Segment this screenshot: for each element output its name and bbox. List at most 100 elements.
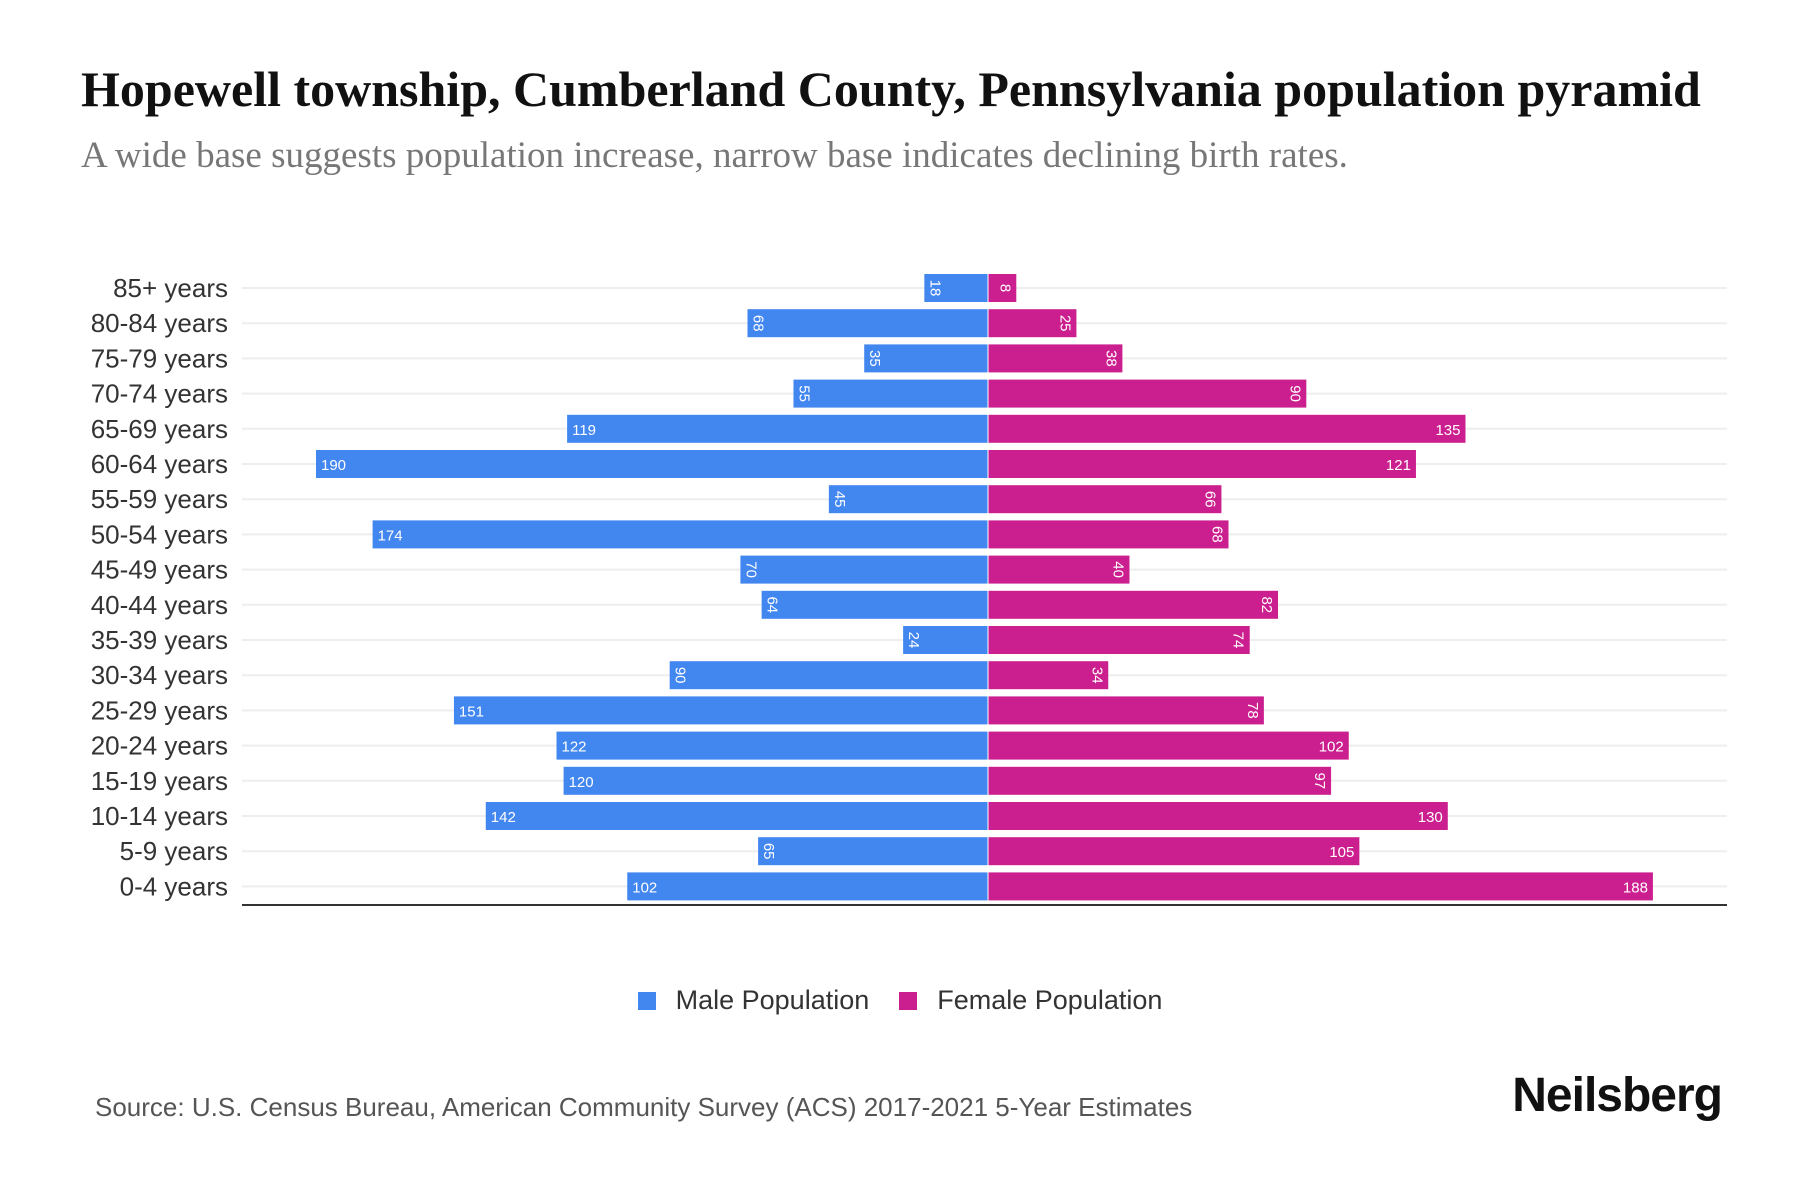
data-label-female: 97	[1311, 772, 1328, 789]
y-tick-label: 5-9 years	[120, 836, 228, 866]
neilsberg-logo: Neilsberg	[1512, 1069, 1723, 1122]
data-label-male: 64	[764, 596, 781, 613]
bar-male	[758, 837, 988, 866]
y-tick-label: 20-24 years	[91, 731, 228, 761]
bar-female	[988, 872, 1653, 901]
data-label-female: 38	[1102, 350, 1119, 367]
data-label-male: 55	[795, 385, 812, 402]
data-label-male: 35	[866, 350, 883, 367]
y-tick-label: 85+ years	[113, 273, 228, 303]
data-label-male: 68	[749, 315, 766, 332]
y-tick-label: 40-44 years	[91, 590, 228, 620]
bar-female	[988, 837, 1360, 866]
data-label-male: 151	[459, 703, 484, 720]
legend-swatch-male	[637, 991, 656, 1010]
data-label-female: 105	[1329, 844, 1354, 861]
chart-subtitle: A wide base suggests population increase…	[81, 135, 1348, 176]
data-label-female: 66	[1201, 491, 1218, 508]
bar-female	[988, 379, 1307, 408]
data-label-male: 24	[905, 632, 922, 649]
data-label-female: 8	[996, 284, 1013, 292]
data-label-male: 120	[569, 774, 594, 791]
y-tick-label: 45-49 years	[91, 555, 228, 585]
data-label-female: 130	[1418, 809, 1443, 826]
data-label-male: 119	[572, 422, 596, 439]
bar-female	[988, 485, 1222, 514]
bar-female	[988, 802, 1448, 830]
bar-female	[988, 731, 1349, 760]
data-label-female: 121	[1386, 457, 1411, 474]
data-label-male: 18	[926, 280, 943, 297]
bar-male	[563, 766, 988, 795]
data-label-male: 142	[491, 809, 516, 826]
bar-male	[747, 309, 988, 338]
data-label-female: 135	[1435, 422, 1460, 439]
y-tick-label: 55-59 years	[91, 484, 228, 514]
legend-label-male: Male Population	[675, 985, 870, 1015]
legend-item-male[interactable]: Male Population	[637, 985, 870, 1016]
bar-male	[903, 626, 988, 654]
bar-male	[793, 379, 988, 408]
y-tick-label: 30-34 years	[91, 660, 228, 690]
bar-male	[556, 731, 988, 760]
bar-female	[988, 344, 1123, 373]
legend-swatch-female	[899, 991, 918, 1010]
bar-male	[372, 520, 988, 549]
y-tick-label: 65-69 years	[91, 414, 228, 444]
data-label-male: 102	[632, 879, 657, 896]
bar-male	[761, 590, 988, 619]
data-label-female: 78	[1244, 702, 1261, 719]
data-label-female: 102	[1319, 739, 1344, 756]
y-tick-label: 35-39 years	[91, 625, 228, 655]
bar-female	[988, 555, 1130, 584]
bar-female	[988, 590, 1279, 619]
bar-female	[988, 696, 1264, 725]
y-tick-label: 60-64 years	[91, 449, 228, 479]
bar-female	[988, 309, 1077, 338]
data-label-female: 74	[1230, 632, 1247, 649]
y-tick-label: 25-29 years	[91, 695, 228, 725]
y-tick-label: 15-19 years	[91, 766, 228, 796]
y-tick-label: 70-74 years	[91, 379, 228, 409]
data-label-male: 190	[321, 457, 346, 474]
data-label-female: 90	[1286, 385, 1303, 402]
bar-female	[988, 450, 1416, 478]
y-tick-label: 75-79 years	[91, 343, 228, 373]
bar-male	[740, 555, 988, 584]
legend-label-female: Female Population	[937, 985, 1163, 1015]
y-tick-label: 80-84 years	[91, 308, 228, 338]
legend: Male Population Female Population	[0, 985, 1800, 1016]
chart-title: Hopewell township, Cumberland County, Pe…	[81, 61, 1701, 117]
data-label-female: 188	[1623, 879, 1648, 896]
bar-male	[485, 802, 988, 830]
bar-female	[988, 274, 1017, 302]
bar-male	[567, 414, 988, 443]
data-label-male: 90	[672, 667, 689, 684]
y-tick-label: 0-4 years	[120, 871, 228, 901]
bar-male	[316, 450, 988, 478]
bar-male	[924, 274, 988, 302]
data-label-male: 45	[831, 491, 848, 508]
bar-female	[988, 626, 1250, 654]
bar-female	[988, 414, 1466, 443]
data-label-female: 34	[1088, 667, 1105, 684]
data-label-female: 40	[1109, 561, 1126, 578]
data-label-male: 65	[760, 843, 777, 860]
y-tick-label: 50-54 years	[91, 519, 228, 549]
legend-item-female[interactable]: Female Population	[899, 985, 1162, 1016]
data-label-female: 68	[1209, 526, 1226, 543]
bar-female	[988, 661, 1109, 690]
bar-male	[669, 661, 988, 690]
data-label-male: 122	[562, 739, 587, 756]
bar-female	[988, 766, 1332, 795]
bar-female	[988, 520, 1229, 549]
y-tick-label: 10-14 years	[91, 801, 228, 831]
source-note: Source: U.S. Census Bureau, American Com…	[95, 1092, 1193, 1122]
bar-male	[828, 485, 988, 514]
data-label-female: 82	[1258, 596, 1275, 613]
bar-male	[453, 696, 988, 725]
data-label-female: 25	[1056, 315, 1073, 332]
data-label-male: 174	[378, 527, 403, 544]
bar-male	[627, 872, 988, 901]
